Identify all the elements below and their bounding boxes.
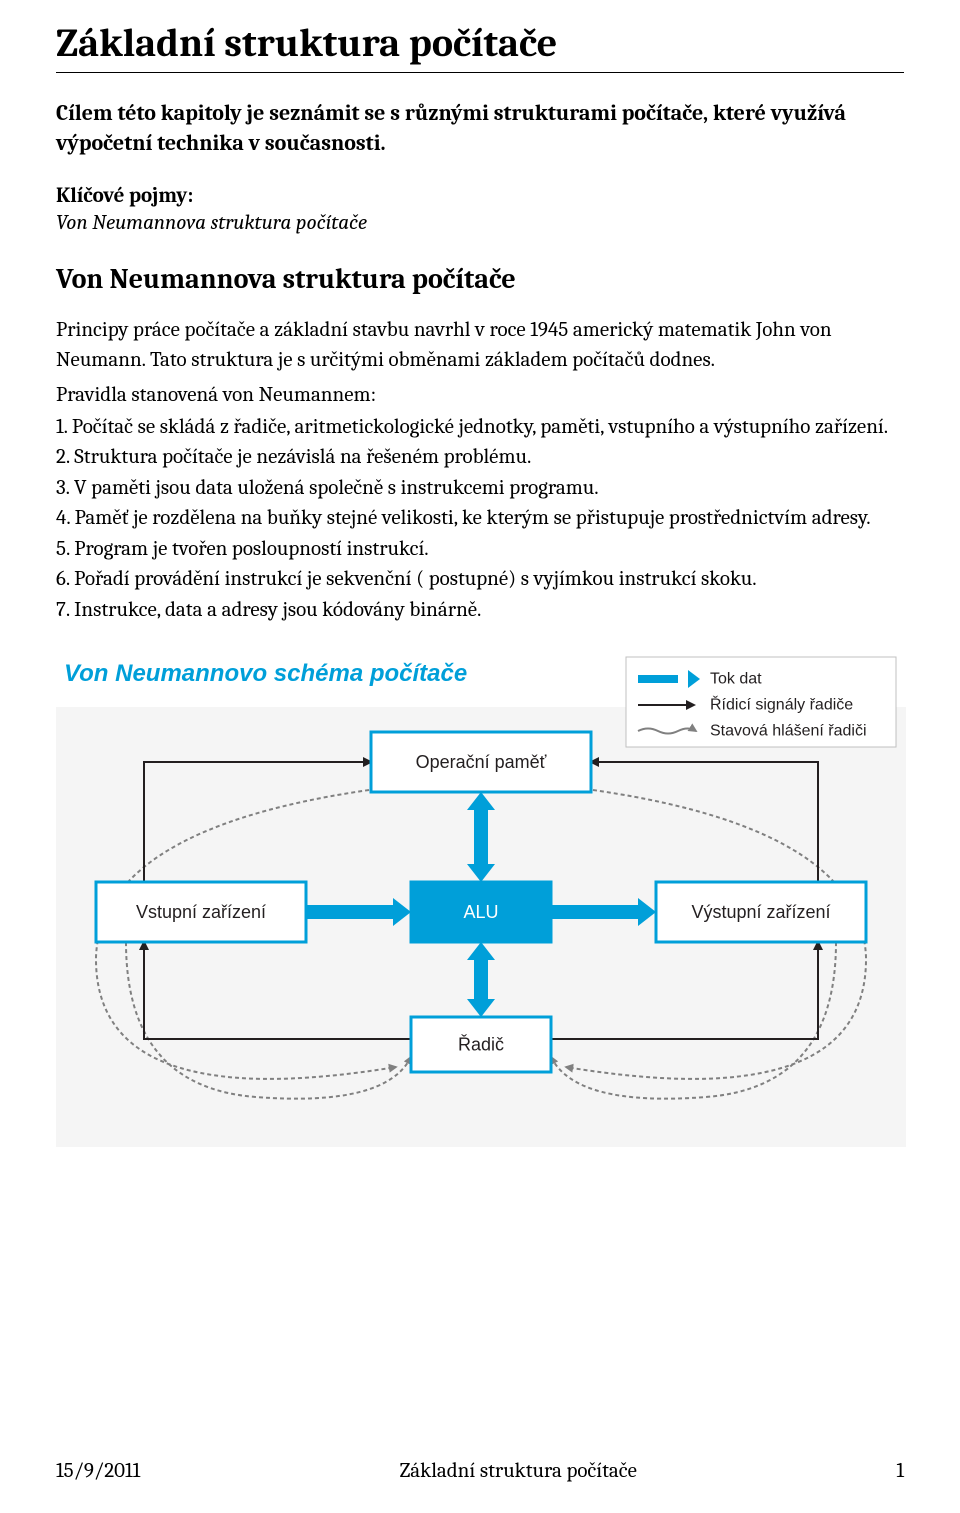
footer-date: 15/9/2011 [56,1459,140,1483]
svg-text:ALU: ALU [463,902,498,922]
body-paragraph: Principy práce počítače a základní stavb… [56,315,904,376]
footer-page: 1 [896,1459,904,1483]
svg-text:Tok dat: Tok dat [710,671,762,688]
rules-list: 1. Počítač se skládá z řadiče, aritmetic… [56,412,904,625]
footer-title: Základní struktura počítače [400,1459,637,1483]
rule-item: 6. Pořadí provádění instrukcí je sekvenč… [56,564,904,594]
svg-text:Řadič: Řadič [458,1035,504,1055]
rule-item: 5. Program je tvořen posloupností instru… [56,534,904,564]
svg-text:Operační paměť: Operační paměť [416,752,547,772]
rule-item: 1. Počítač se skládá z řadiče, aritmetic… [56,412,904,442]
page-title: Základní struktura počítače [56,20,904,73]
rule-item: 3. V paměti jsou data uložená společně s… [56,473,904,503]
svg-text:Řídicí signály řadiče: Řídicí signály řadiče [710,695,853,714]
key-terms-label: Klíčové pojmy: [56,182,904,210]
section-heading: Von Neumannova struktura počítače [56,263,904,295]
rule-item: 2. Struktura počítače je nezávislá na ře… [56,442,904,472]
svg-text:Stavová hlášení řadiči: Stavová hlášení řadiči [710,723,867,740]
rule-item: 4. Paměť je rozdělena na buňky stejné ve… [56,503,904,533]
svg-text:Výstupní zařízení: Výstupní zařízení [691,902,830,922]
key-terms-value: Von Neumannova struktura počítače [56,211,904,235]
intro-paragraph: Cílem této kapitoly je seznámit se s růz… [56,99,904,158]
rules-intro: Pravidla stanovená von Neumannem: [56,380,904,410]
svg-text:Von Neumannovo schéma počítače: Von Neumannovo schéma počítače [64,660,467,687]
page-footer: 15/9/2011 Základní struktura počítače 1 [56,1459,904,1483]
von-neumann-diagram: Von Neumannovo schéma počítače Operační p… [56,647,904,1147]
svg-text:Vstupní zařízení: Vstupní zařízení [136,902,266,922]
rule-item: 7. Instrukce, data a adresy jsou kódován… [56,595,904,625]
